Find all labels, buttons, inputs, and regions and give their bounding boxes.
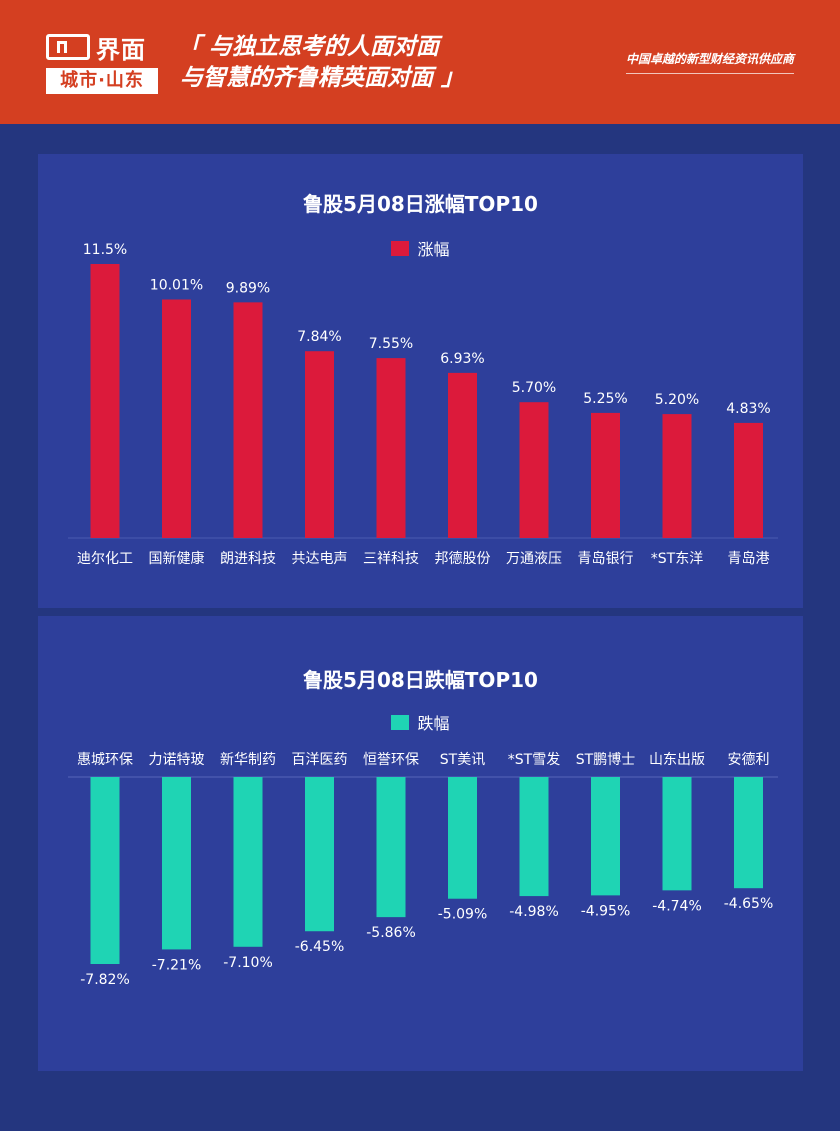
loss-bar — [162, 777, 191, 950]
loss-category-label: 百洋医药 — [292, 752, 348, 768]
loss-chart-panel: 鲁股5月08日跌幅TOP10 跌幅 -7.82% 惠城环保 -7.21% 力诺特玻 -7… — [38, 616, 803, 1071]
loss-category-label: 惠城环保 — [77, 752, 133, 768]
loss-legend: 跌幅 — [38, 710, 803, 734]
gain-category-label: 青岛银行 — [578, 551, 634, 567]
loss-value-label: -6.45% — [295, 939, 345, 955]
loss-bar — [233, 777, 263, 947]
gain-value-label: 7.84% — [297, 329, 341, 345]
gain-value-label: 5.20% — [655, 392, 699, 408]
gain-bar — [162, 299, 191, 538]
loss-category-label: ST美讯 — [440, 752, 485, 768]
slogan-line-2: 与智慧的齐鲁精英面对面 」 — [180, 65, 465, 91]
gain-category-label: 国新健康 — [149, 550, 205, 567]
loss-value-label: -7.82% — [80, 972, 130, 988]
loss-bar — [376, 777, 406, 918]
logo-name: 界面 — [96, 35, 146, 64]
gain-category-label: 万通液压 — [506, 551, 562, 567]
loss-bar — [591, 777, 620, 896]
loss-bar-chart: -7.82% 惠城环保 -7.21% 力诺特玻 -7.10% 新华制药 -6.45% 百洋医药… — [68, 751, 778, 988]
loss-value-label: -4.65% — [724, 896, 774, 912]
gain-bar — [519, 402, 549, 538]
slogan: 「 与独立思考的人面对面 与智慧的齐鲁精英面对面 」 — [178, 32, 464, 94]
gain-value-label: 4.83% — [726, 401, 770, 417]
gain-category-label: 青岛港 — [728, 551, 770, 567]
loss-value-label: -4.95% — [581, 903, 631, 919]
gain-category-label: 邦德股份 — [435, 551, 491, 567]
loss-bar — [519, 777, 549, 897]
loss-bar — [448, 777, 477, 899]
gain-value-label: 10.01% — [150, 278, 203, 294]
loss-value-label: -5.86% — [366, 925, 416, 941]
gain-bar-chart: 11.5% 迪尔化工 10.01% 国新健康 9.89% 朗进科技 7.84% 共达电声 7.5… — [68, 242, 778, 567]
gain-chart-panel: 鲁股5月08日涨幅TOP10 涨幅 11.5% 迪尔化工 10.01% 国新健康 9.8… — [38, 154, 803, 608]
gain-value-label: 6.93% — [440, 351, 484, 367]
gain-category-label: 共达电声 — [292, 551, 348, 567]
loss-bar — [305, 777, 334, 932]
gain-value-label: 5.25% — [583, 391, 627, 407]
loss-category-label: 山东出版 — [649, 752, 705, 768]
loss-category-label: ST鹏博士 — [576, 751, 635, 768]
gain-value-label: 5.70% — [512, 380, 556, 396]
loss-legend-swatch — [391, 714, 410, 730]
loss-value-label: -4.98% — [509, 904, 559, 920]
loss-chart-title: 鲁股5月08日跌幅TOP10 — [303, 668, 538, 692]
tagline: 中国卓越的新型财经资讯供应商 — [625, 50, 794, 74]
gain-bar — [233, 302, 263, 538]
gain-bar — [90, 264, 120, 538]
footer-strip — [0, 1104, 840, 1131]
gain-chart-title: 鲁股5月08日涨幅TOP10 — [303, 192, 538, 216]
brand-logo: 界面 城市·山东 — [46, 30, 158, 96]
gain-legend: 涨幅 — [38, 236, 803, 260]
gain-bar — [734, 422, 763, 538]
loss-category-label: 新华制药 — [220, 752, 276, 768]
loss-category-label: 恒誉环保 — [363, 752, 419, 768]
loss-category-label: *ST雪发 — [508, 752, 560, 768]
gain-category-label: 朗进科技 — [220, 551, 276, 567]
gain-value-label: 7.55% — [369, 336, 413, 352]
loss-bar — [662, 777, 692, 891]
loss-category-label: 安德利 — [728, 752, 770, 768]
gain-bar — [662, 414, 692, 538]
gain-legend-label: 涨幅 — [417, 240, 450, 259]
loss-bar — [90, 777, 120, 964]
loss-value-label: -7.10% — [223, 955, 273, 971]
header-banner: 界面 城市·山东 「 与独立思考的人面对面 与智慧的齐鲁精英面对面 」 中国卓越… — [0, 0, 840, 124]
gain-bar — [448, 372, 477, 538]
loss-value-label: -7.21% — [152, 957, 202, 973]
loss-value-label: -4.74% — [652, 898, 702, 914]
slogan-line-1: 「 与独立思考的人面对面 — [178, 34, 440, 60]
logo-subtitle: 城市·山东 — [46, 68, 158, 94]
gain-category-label: 迪尔化工 — [77, 551, 133, 567]
loss-value-label: -5.09% — [438, 907, 488, 923]
gain-category-label: 三祥科技 — [363, 551, 419, 567]
gain-bar — [591, 412, 620, 538]
gain-bar — [376, 358, 406, 538]
gain-bar — [305, 351, 334, 538]
loss-legend-label: 跌幅 — [417, 714, 450, 733]
gain-value-label: 11.5% — [83, 242, 127, 258]
loss-category-label: 力诺特玻 — [149, 752, 205, 768]
loss-bar — [734, 777, 763, 889]
gain-value-label: 9.89% — [226, 280, 270, 296]
gain-legend-swatch — [391, 240, 410, 256]
gain-category-label: *ST东洋 — [651, 551, 703, 567]
logo-mark-icon — [46, 34, 90, 60]
